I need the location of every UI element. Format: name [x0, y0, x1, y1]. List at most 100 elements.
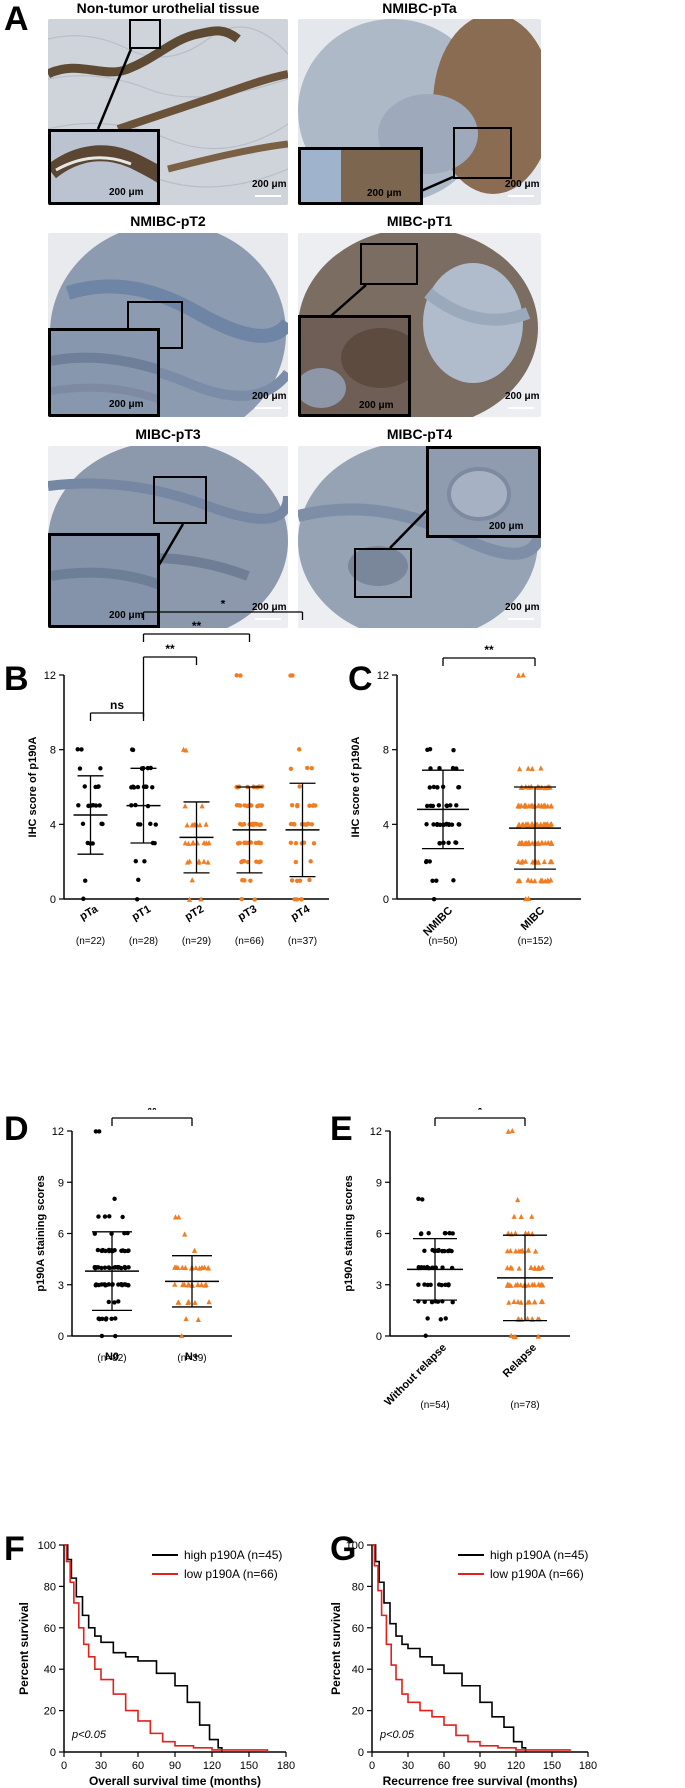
data-point [430, 878, 435, 883]
data-point-triangle [515, 1196, 521, 1203]
data-point-triangle [529, 765, 535, 772]
inset-non-tumor-image [51, 145, 157, 183]
inset-mibc-pt4-image [447, 467, 511, 521]
inset-nmibc-pta: 200 μm [298, 147, 423, 205]
data-point-triangle [195, 1281, 201, 1288]
data-point-triangle [511, 1213, 517, 1219]
data-point [435, 785, 440, 790]
data-point-triangle [538, 840, 545, 846]
data-point-triangle [508, 1332, 514, 1339]
data-point [109, 1316, 114, 1322]
data-point [289, 878, 295, 883]
zoom-box [354, 548, 412, 598]
data-point-triangle [197, 822, 203, 828]
data-point [440, 1248, 445, 1254]
data-point [102, 1265, 108, 1270]
y-tick-label: 0 [358, 1747, 364, 1759]
data-point [82, 784, 87, 789]
image-title-mibc-pt1: MIBC-pT1 [386, 213, 453, 229]
data-point [102, 1214, 108, 1219]
data-point [425, 1264, 430, 1270]
zoom-box [153, 476, 207, 524]
data-point [133, 858, 138, 864]
data-point-triangle [515, 878, 521, 884]
data-point [418, 1231, 424, 1237]
data-point-triangle [205, 859, 211, 865]
data-point [92, 1231, 98, 1236]
legend-label: high p190A (n=45) [184, 1548, 282, 1562]
x-n-label: (n=66) [235, 936, 264, 947]
significance-label: * [478, 1108, 483, 1117]
y-tick-label: 8 [383, 745, 389, 757]
data-point-triangle [531, 1299, 538, 1305]
y-tick-label: 4 [50, 819, 56, 831]
data-point-triangle [180, 1281, 186, 1287]
data-point [450, 765, 456, 771]
x-tick-label: 120 [203, 1760, 221, 1772]
scale-bar [255, 195, 281, 197]
significance-label: ** [192, 619, 202, 633]
data-point-triangle [520, 672, 526, 678]
data-point [428, 1282, 433, 1288]
data-point [98, 766, 103, 771]
data-point-triangle [198, 1281, 205, 1288]
x-n-label: (n=78) [510, 1400, 539, 1411]
x-n-label: (n=39) [177, 1353, 206, 1364]
data-point [454, 803, 459, 808]
data-point-triangle [191, 1247, 198, 1253]
x-n-label: (n=22) [76, 936, 105, 947]
data-point [120, 1214, 125, 1220]
data-point-triangle [528, 1264, 534, 1270]
panel-letter-e: E [330, 1110, 353, 1148]
data-point [122, 1248, 128, 1254]
data-point [259, 803, 265, 808]
data-point [424, 822, 429, 827]
micrograph-mibc-pt1: 200 μm 200 μm [298, 233, 541, 417]
chart-d-staining-lymph: 0 3 6 9 12 p190A staining scores N0(n=82) N+(n=… [35, 1108, 232, 1364]
panel-letter-c: C [348, 660, 373, 698]
data-point [142, 859, 147, 864]
data-point [90, 802, 96, 808]
data-point [297, 878, 303, 883]
data-point [450, 1300, 455, 1305]
data-point [103, 1282, 109, 1288]
x-tick-label: 60 [132, 1760, 144, 1772]
y-tick-label: 9 [58, 1177, 64, 1189]
data-point [107, 1214, 112, 1219]
data-point [148, 821, 153, 827]
scale-label: 200 μm [252, 391, 287, 402]
data-point [258, 859, 263, 864]
data-point-triangle [175, 1299, 181, 1305]
data-point [130, 747, 136, 753]
data-point [97, 803, 102, 808]
data-point [234, 673, 239, 678]
data-point [242, 803, 247, 808]
inset-mibc-pt3-image [51, 567, 157, 590]
data-point-triangle [186, 1298, 192, 1305]
data-point-triangle [538, 1281, 544, 1287]
data-point [241, 822, 247, 827]
data-point-triangle [507, 1264, 514, 1271]
data-point-triangle [535, 1333, 541, 1339]
y-tick-label: 12 [44, 670, 56, 682]
data-point [422, 1282, 427, 1287]
y-tick-label: 3 [376, 1280, 382, 1292]
x-n-label: (n=54) [420, 1400, 449, 1411]
data-point [454, 840, 459, 845]
data-point-triangle [515, 858, 521, 864]
micrograph-mibc-pt4: 200 μm 200 μm [298, 446, 541, 628]
scale-bar [508, 407, 534, 409]
x-n-label: (n=37) [288, 936, 317, 947]
data-point [134, 897, 140, 902]
inset-mibc-pt4: 200 μm [426, 446, 541, 538]
data-point [258, 822, 263, 827]
chart-c-ihc-nmibc-mibc: 0 4 8 12 IHC score of p190A NMIBC(n=50) MIBC (n… [350, 643, 581, 947]
data-point [119, 1265, 124, 1271]
data-point [457, 822, 462, 827]
data-point-triangle [545, 840, 551, 846]
scale-bar [508, 618, 534, 620]
survival-curve-low [372, 1544, 571, 1752]
data-point [123, 1265, 128, 1271]
panel-letter-g: G [330, 1530, 357, 1568]
data-point-triangle [505, 1128, 511, 1134]
